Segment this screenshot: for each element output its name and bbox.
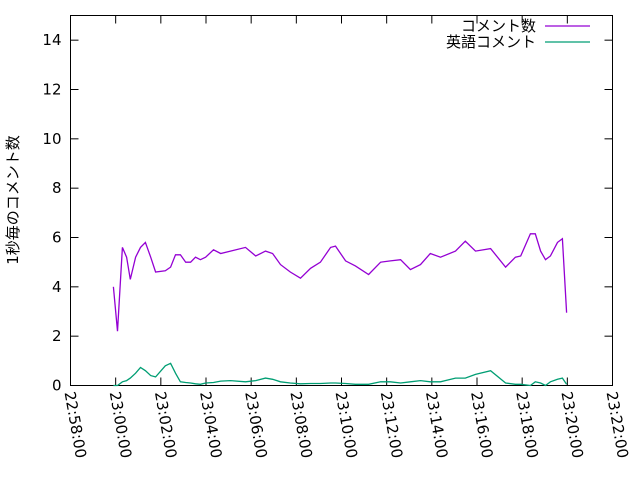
y-tick-label: 6 [52,229,62,247]
legend-label: コメント数 [461,17,536,35]
y-tick-label: 12 [42,81,61,99]
y-tick-label: 4 [52,278,62,296]
x-tick-label: 23:12:00 [377,390,406,459]
x-tick-label: 22:58:00 [61,390,90,459]
x-tick-label: 23:20:00 [557,390,586,459]
y-tick-label: 2 [52,327,62,345]
y-tick-label: 10 [42,130,61,148]
y-tick-label: 0 [52,377,62,395]
x-tick-label: 23:00:00 [106,390,135,459]
y-axis-label: 1秒毎のコメント数 [4,135,22,265]
x-tick-label: 23:14:00 [422,390,451,459]
x-tick-label: 23:10:00 [332,390,361,459]
x-tick-label: 23:06:00 [241,390,270,459]
x-tick-label: 23:04:00 [196,390,225,459]
series-line-1 [113,362,568,387]
legend-label: 英語コメント [446,33,536,51]
y-tick-label: 14 [42,31,61,49]
x-tick-label: 23:02:00 [151,390,180,459]
x-tick-label: 23:18:00 [512,390,541,459]
series-line-0 [112,233,568,332]
y-tick-label: 8 [52,179,62,197]
x-tick-label: 23:16:00 [467,390,496,459]
x-tick-label: 23:08:00 [286,390,315,459]
plot-frame [70,15,613,386]
x-tick-label: 23:22:00 [603,390,632,459]
